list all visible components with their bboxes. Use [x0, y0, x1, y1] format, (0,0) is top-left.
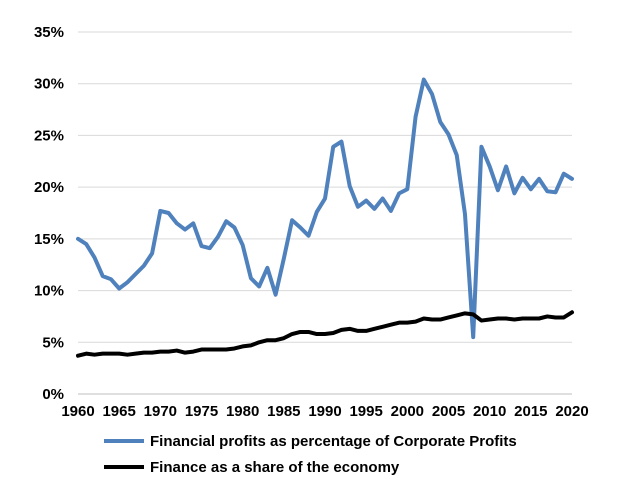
x-tick-label: 2015: [514, 403, 547, 420]
legend-item-finance-share: Finance as a share of the economy: [104, 454, 517, 480]
x-tick-label: 1990: [308, 403, 341, 420]
legend-swatch-finance-share: [104, 465, 144, 469]
y-tick-label: 25%: [34, 127, 64, 144]
legend-label-finance-share: Finance as a share of the economy: [150, 458, 400, 476]
series-line-finance-share: [76, 310, 574, 358]
x-tick-label: 1970: [144, 403, 177, 420]
legend: Financial profits as percentage of Corpo…: [104, 428, 517, 480]
x-tick-label: 2010: [473, 403, 506, 420]
y-axis-ticks: 0% 5% 10% 15% 20% 25% 30% 35%: [34, 24, 64, 403]
y-tick-label: 5%: [42, 334, 64, 351]
y-tick-label: 10%: [34, 283, 64, 300]
y-tick-label: 35%: [34, 24, 64, 41]
series-line-financial-profits: [76, 77, 574, 340]
legend-swatch-financial-profits: [104, 439, 144, 443]
x-tick-label: 1975: [185, 403, 218, 420]
x-tick-label: 1960: [61, 403, 94, 420]
x-tick-label: 1965: [102, 403, 135, 420]
gridlines: [78, 31, 572, 395]
x-tick-label: 1980: [226, 403, 259, 420]
y-tick-label: 15%: [34, 231, 64, 248]
x-tick-label: 1985: [267, 403, 300, 420]
x-tick-label: 2000: [391, 403, 424, 420]
legend-item-financial-profits: Financial profits as percentage of Corpo…: [104, 428, 517, 454]
series-lines: [76, 77, 574, 358]
y-tick-label: 20%: [34, 179, 64, 196]
x-tick-label: 1995: [349, 403, 382, 420]
legend-label-financial-profits: Financial profits as percentage of Corpo…: [150, 432, 517, 450]
y-tick-label: 0%: [42, 386, 64, 403]
y-tick-label: 30%: [34, 76, 64, 93]
x-axis-ticks: 1960 1965 1970 1975 1980 1985 1990 1995 2000 2005…: [61, 403, 588, 420]
x-tick-label: 2005: [432, 403, 465, 420]
x-tick-label: 2020: [555, 403, 588, 420]
